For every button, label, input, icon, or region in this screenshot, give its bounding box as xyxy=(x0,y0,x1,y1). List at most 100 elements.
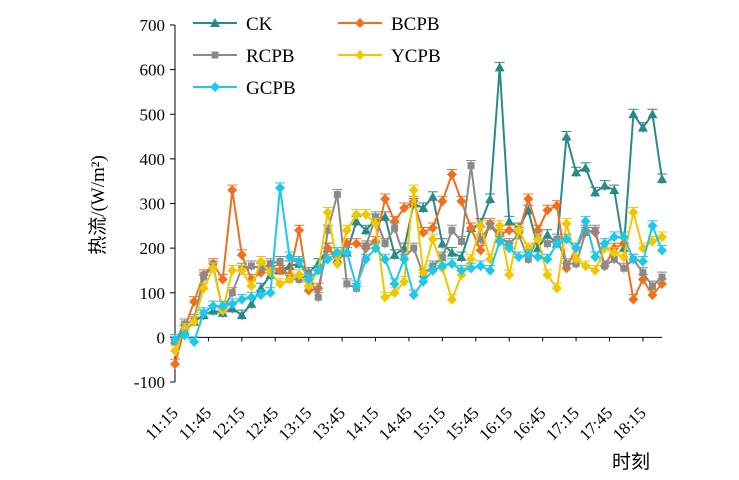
data-point-rcpb xyxy=(563,260,571,268)
data-point-ycpb xyxy=(523,243,534,254)
data-point-ck xyxy=(609,185,620,195)
data-point-ycpb xyxy=(618,252,629,263)
y-tick-label: 500 xyxy=(140,105,166,124)
data-point-gcpb xyxy=(618,231,629,242)
data-point-gcpb xyxy=(657,245,667,256)
data-point-ycpb xyxy=(532,234,543,245)
data-point-ck xyxy=(571,167,582,177)
data-point-rcpb xyxy=(247,262,255,270)
data-point-ycpb xyxy=(408,185,419,196)
data-point-gcpb xyxy=(179,330,190,341)
data-point-bcpb xyxy=(456,196,467,207)
data-point-gcpb xyxy=(571,243,582,254)
data-point-ycpb xyxy=(418,267,429,278)
data-point-rcpb xyxy=(601,262,609,270)
data-point-ycpb xyxy=(494,220,505,231)
data-point-gcpb xyxy=(217,301,228,312)
data-point-gcpb xyxy=(255,289,266,300)
data-point-gcpb xyxy=(370,243,381,254)
x-tick-label: 12:45 xyxy=(241,403,282,444)
data-point-gcpb xyxy=(551,238,562,249)
data-point-bcpb xyxy=(532,225,543,236)
data-point-ycpb xyxy=(332,258,343,269)
data-point-bcpb xyxy=(657,278,667,289)
data-point-bcpb xyxy=(427,223,438,234)
series-gcpb xyxy=(170,182,667,347)
data-point-gcpb xyxy=(303,274,314,285)
data-point-rcpb xyxy=(457,237,465,245)
data-point-gcpb xyxy=(466,263,477,274)
data-point-bcpb xyxy=(351,238,362,249)
x-tick-label: 14:15 xyxy=(342,403,383,444)
data-point-gcpb xyxy=(542,254,553,265)
data-point-bcpb xyxy=(504,225,515,236)
x-tick-label: 15:15 xyxy=(408,403,449,444)
data-point-gcpb xyxy=(599,238,610,249)
data-point-bcpb xyxy=(466,223,477,234)
plot-area xyxy=(170,61,667,370)
data-point-gcpb xyxy=(427,265,438,276)
data-point-rcpb xyxy=(200,273,208,281)
data-point-ck xyxy=(380,211,391,221)
data-point-rcpb xyxy=(276,258,284,266)
data-point-rcpb xyxy=(582,229,590,237)
data-point-bcpb xyxy=(446,169,457,180)
legend-label-rcpb: RCPB xyxy=(246,46,295,67)
legend: CK BCPB RCPB YCPB GCPB xyxy=(193,14,441,99)
data-point-bcpb xyxy=(437,196,448,207)
data-point-gcpb xyxy=(170,334,180,345)
data-point-ycpb xyxy=(208,263,219,274)
x-tick-label: 17:15 xyxy=(542,403,583,444)
data-point-gcpb xyxy=(628,254,639,265)
data-point-rcpb xyxy=(639,269,647,277)
data-point-bcpb xyxy=(475,245,486,256)
data-point-ck xyxy=(485,194,496,204)
data-point-rcpb xyxy=(381,240,389,248)
data-point-rcpb xyxy=(228,289,236,297)
data-point-ck xyxy=(523,205,534,215)
data-point-gcpb xyxy=(389,278,400,289)
data-point-gcpb xyxy=(446,258,457,269)
x-tick-label: 17:45 xyxy=(575,403,616,444)
legend-marker-gcpb xyxy=(210,82,220,92)
data-point-bcpb xyxy=(294,225,305,236)
data-point-ycpb xyxy=(475,220,486,231)
y-tick-label: -100 xyxy=(134,373,165,392)
data-point-gcpb xyxy=(418,276,429,287)
data-point-gcpb xyxy=(504,243,515,254)
data-point-gcpb xyxy=(523,249,534,260)
data-point-rcpb xyxy=(333,191,341,199)
data-point-rcpb xyxy=(648,282,656,290)
data-point-ycpb xyxy=(446,294,457,305)
x-tick-label: 18:15 xyxy=(609,403,650,444)
data-point-rcpb xyxy=(343,280,351,288)
data-point-ycpb xyxy=(284,274,295,285)
data-point-ycpb xyxy=(246,281,257,292)
legend-marker-bcpb xyxy=(355,18,365,28)
data-point-rcpb xyxy=(610,255,618,263)
data-point-bcpb xyxy=(170,359,180,370)
data-point-gcpb xyxy=(399,254,410,265)
data-point-rcpb xyxy=(438,253,446,261)
y-axis-ticks: -100 0 100 200 300 400 500 600 700 xyxy=(134,16,175,392)
data-point-ycpb xyxy=(590,265,601,276)
data-point-rcpb xyxy=(467,162,475,170)
data-point-ck xyxy=(657,173,667,183)
y-tick-label: 400 xyxy=(140,150,166,169)
legend-label-gcpb: GCPB xyxy=(246,78,296,99)
data-point-ycpb xyxy=(542,269,553,280)
data-point-ck xyxy=(418,202,429,212)
data-point-ck xyxy=(628,109,639,119)
data-point-ycpb xyxy=(380,292,391,303)
x-tick-label: 14:45 xyxy=(375,403,416,444)
data-point-gcpb xyxy=(380,254,391,265)
y-tick-label: 300 xyxy=(140,195,166,214)
data-point-gcpb xyxy=(313,265,324,276)
data-point-ycpb xyxy=(322,207,333,218)
data-point-rcpb xyxy=(257,264,265,272)
data-point-gcpb xyxy=(351,281,362,292)
data-point-gcpb xyxy=(580,216,591,227)
legend-item-ycpb: YCPB xyxy=(338,46,441,67)
y-tick-label: 600 xyxy=(140,61,166,80)
series-ycpb xyxy=(170,184,667,356)
